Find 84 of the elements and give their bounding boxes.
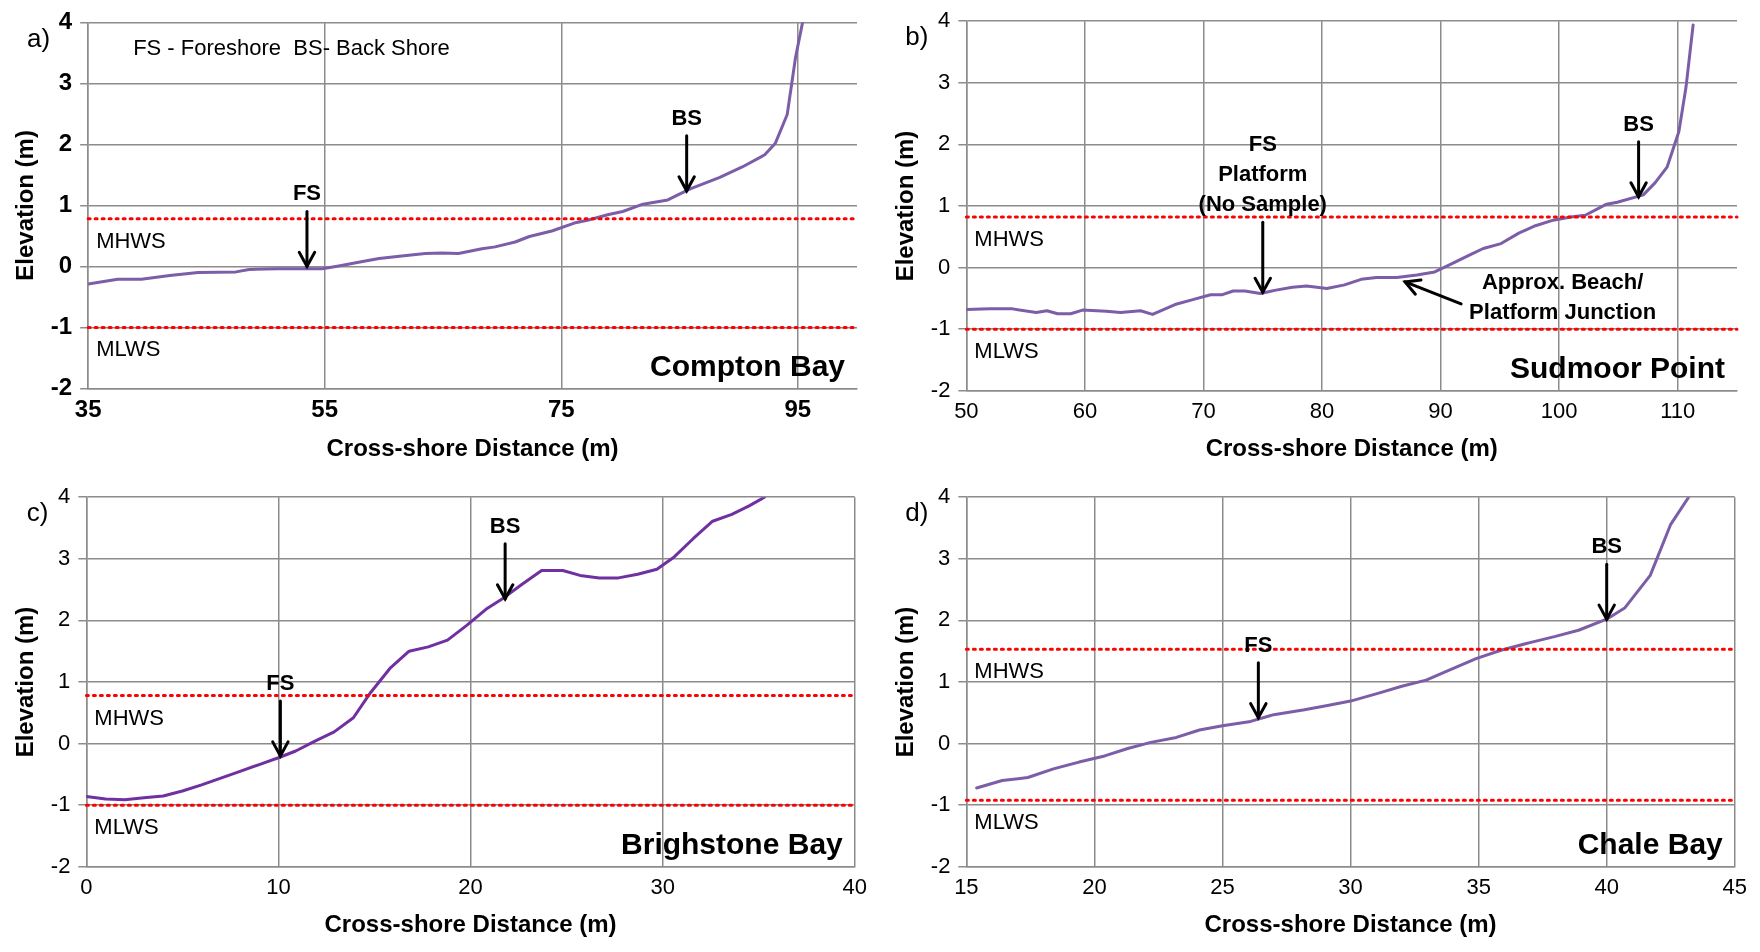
- x-axis-title: Cross-shore Distance (m): [324, 910, 617, 938]
- y-axis-title: Elevation (m): [11, 606, 39, 758]
- y-tick-label: -1: [50, 791, 71, 817]
- x-tick-label: 75: [547, 395, 575, 423]
- x-tick-label: 90: [1428, 398, 1453, 424]
- y-axis-title: Elevation (m): [891, 606, 919, 758]
- y-tick-label: 1: [58, 668, 71, 694]
- y-tick-label: 1: [938, 192, 951, 218]
- text: Chale Bay: [1577, 827, 1724, 861]
- x-tick-label: 55: [311, 395, 339, 423]
- y-tick-label: 3: [938, 68, 951, 94]
- ref-line-label: MLWS: [974, 338, 1039, 364]
- x-tick-label: 95: [784, 395, 812, 423]
- x-tick-label: 50: [954, 398, 979, 424]
- annotation: BS: [1591, 533, 1622, 559]
- y-tick-label: -2: [930, 376, 951, 402]
- y-tick-label: 4: [58, 483, 71, 509]
- x-tick-label: 25: [1210, 874, 1235, 900]
- x-tick-label: 20: [458, 874, 483, 900]
- text: d): [905, 497, 929, 528]
- x-tick-label: 40: [1594, 874, 1619, 900]
- ref-line-label: MHWS: [974, 226, 1045, 252]
- ref-line-label: MHWS: [94, 704, 165, 730]
- x-tick-label: 60: [1072, 398, 1098, 424]
- x-tick-label: 110: [1660, 398, 1696, 424]
- annotation: FS: [266, 669, 295, 695]
- text: Compton Bay: [650, 348, 846, 382]
- x-tick-label: 10: [266, 874, 291, 900]
- y-tick-label: 3: [58, 544, 71, 570]
- text: Brighstone Bay: [621, 827, 844, 861]
- text: Sudmoor Point: [1510, 351, 1726, 385]
- y-axis-title: Elevation (m): [11, 130, 39, 281]
- y-tick-label: 2: [938, 130, 951, 156]
- x-tick-label: 30: [1338, 874, 1363, 900]
- annotation: BS: [489, 512, 521, 538]
- y-axis-title: Elevation (m): [891, 130, 919, 282]
- y-tick-label: 3: [58, 68, 73, 96]
- y-tick-label: 0: [938, 729, 951, 755]
- text: c): [26, 497, 49, 528]
- annotation: BS: [671, 104, 702, 130]
- ref-line-label: MHWS: [974, 658, 1045, 684]
- x-tick-label: 35: [74, 395, 102, 423]
- y-tick-label: -1: [50, 312, 73, 340]
- y-tick-label: 4: [938, 483, 951, 509]
- y-tick-label: 2: [58, 606, 71, 632]
- y-tick-label: -2: [50, 852, 71, 878]
- y-tick-label: 4: [938, 7, 951, 33]
- y-tick-label: 0: [938, 253, 951, 279]
- x-tick-label: 30: [650, 874, 675, 900]
- y-tick-label: 2: [58, 129, 73, 157]
- x-tick-label: 80: [1309, 398, 1335, 424]
- y-tick-label: 4: [58, 7, 73, 35]
- x-tick-label: 100: [1540, 398, 1578, 424]
- text: a): [27, 22, 51, 53]
- x-axis-title: Cross-shore Distance (m): [1204, 910, 1497, 938]
- y-tick-label: 1: [58, 190, 73, 218]
- x-tick-label: 20: [1082, 874, 1107, 900]
- annotation: FS: [292, 180, 322, 206]
- x-tick-label: 15: [954, 874, 979, 900]
- ref-line-label: MLWS: [974, 809, 1039, 835]
- y-tick-label: 1: [938, 668, 951, 694]
- y-tick-label: 0: [58, 251, 73, 279]
- y-tick-label: -1: [930, 791, 951, 817]
- ref-line-label: MLWS: [94, 814, 159, 840]
- y-tick-label: -2: [50, 373, 73, 401]
- text: b): [905, 21, 929, 52]
- x-axis-title: Cross-shore Distance (m): [1205, 434, 1498, 462]
- y-tick-label: 3: [938, 544, 951, 570]
- y-tick-label: 2: [938, 606, 951, 632]
- annotation: BS: [1623, 110, 1654, 136]
- annotation: Approx. Beach/ Platform Junction: [1469, 268, 1657, 324]
- y-tick-label: 0: [58, 729, 71, 755]
- y-tick-label: -1: [930, 315, 951, 341]
- x-tick-label: 45: [1722, 874, 1748, 900]
- x-tick-label: 35: [1466, 874, 1491, 900]
- ref-line-label: MHWS: [96, 227, 166, 253]
- x-tick-label: 70: [1191, 398, 1216, 424]
- x-axis-title: Cross-shore Distance (m): [326, 434, 619, 462]
- ref-line-label: MLWS: [96, 336, 161, 362]
- x-tick-label: 0: [80, 874, 93, 900]
- annotation: FS Platform (No Sample): [1198, 131, 1327, 217]
- annotation: FS - Foreshore BS- Back Shore: [133, 35, 450, 61]
- x-tick-label: 40: [842, 874, 868, 900]
- y-tick-label: -2: [930, 852, 951, 878]
